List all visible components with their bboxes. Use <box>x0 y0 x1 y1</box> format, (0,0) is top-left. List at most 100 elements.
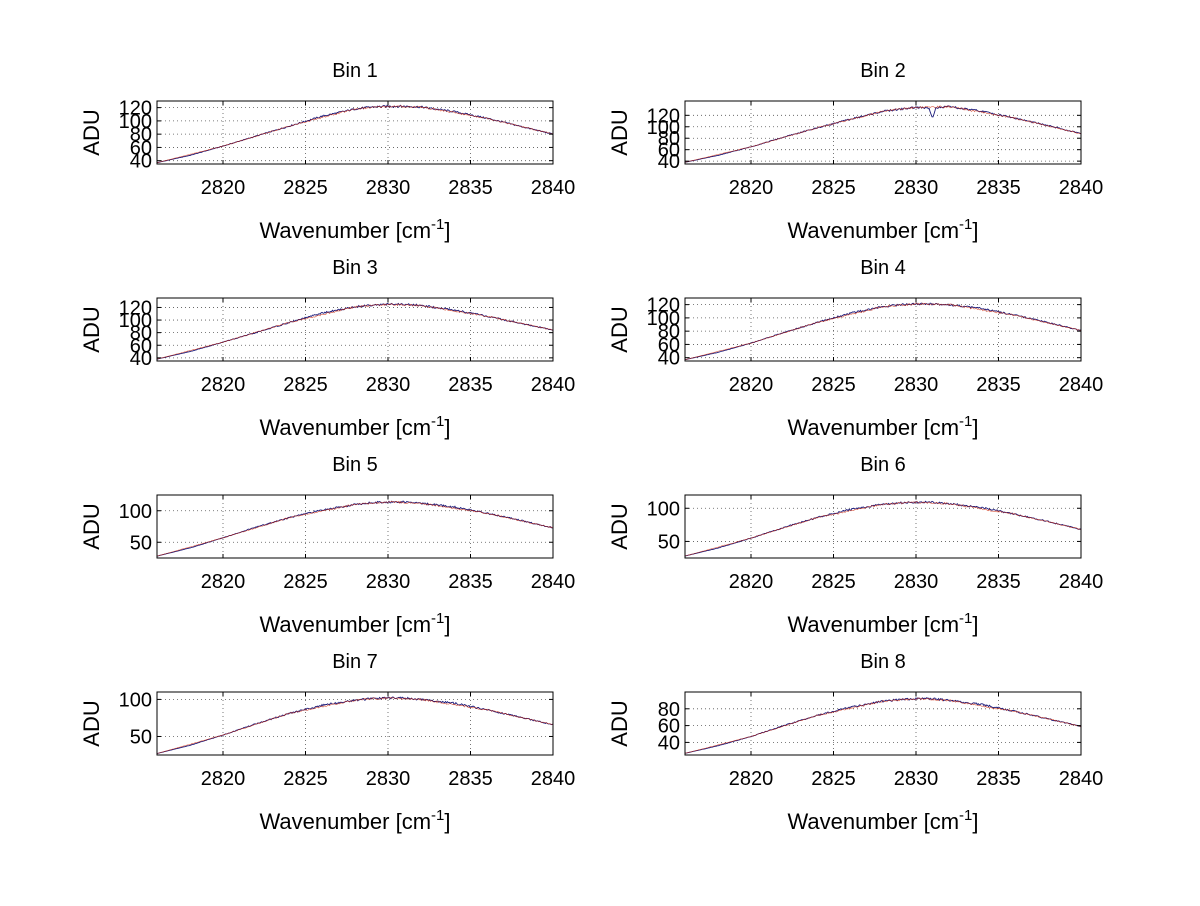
x-tick-label: 2840 <box>531 768 576 790</box>
x-axis-label-main: Wavenumber [cm <box>259 809 431 834</box>
x-axis-label-sup: -1 <box>959 413 972 430</box>
y-axis-label: ADU <box>607 700 632 746</box>
chart-title: Bin 7 <box>332 651 378 673</box>
y-tick-label: 100 <box>647 308 680 330</box>
x-axis-label-main: Wavenumber [cm <box>787 809 959 834</box>
y-tick-label: 40 <box>658 732 680 754</box>
y-tick-label: 60 <box>130 335 152 357</box>
y-tick-label: 80 <box>658 699 680 721</box>
y-tick-label: 40 <box>658 348 680 370</box>
x-tick-label: 2835 <box>448 571 493 593</box>
y-tick-label: 50 <box>130 726 152 748</box>
series-line-secondary <box>684 501 1082 557</box>
x-tick-label: 2820 <box>729 571 774 593</box>
x-axis-label-end: ] <box>972 415 978 440</box>
x-tick-label: 2825 <box>283 177 328 199</box>
y-tick-label: 80 <box>658 321 680 343</box>
x-tick-label: 2825 <box>811 374 856 396</box>
subplot-5: 2820 2825 2830 2835 2840 50 100 Bin 5 Wavenumber… <box>79 454 575 637</box>
y-tick-label: 50 <box>130 532 152 554</box>
x-tick-label: 2840 <box>1059 177 1104 199</box>
x-axis-label: Wavenumber [cm-1] <box>787 610 978 637</box>
x-tick-label: 2820 <box>201 768 246 790</box>
chart-title: Bin 6 <box>860 454 906 476</box>
x-tick-label: 2840 <box>1059 768 1104 790</box>
axes-box <box>684 297 1082 362</box>
x-tick-label: 2835 <box>448 177 493 199</box>
y-tick-label: 100 <box>119 111 152 133</box>
x-axis-label: Wavenumber [cm-1] <box>259 413 450 440</box>
x-axis-label: Wavenumber [cm-1] <box>259 610 450 637</box>
x-axis-label-sup: -1 <box>959 807 972 824</box>
x-tick-label: 2830 <box>894 571 939 593</box>
series-line-secondary <box>156 696 554 754</box>
y-tick-label: 80 <box>130 124 152 146</box>
x-axis-label-end: ] <box>444 809 450 834</box>
x-axis-label-sup: -1 <box>431 807 444 824</box>
x-axis-label-sup: -1 <box>959 216 972 233</box>
y-tick-label: 100 <box>119 501 152 523</box>
x-axis-label: Wavenumber [cm-1] <box>259 216 450 243</box>
chart-title: Bin 4 <box>860 257 906 279</box>
y-tick-label: 50 <box>658 531 680 553</box>
x-tick-label: 2840 <box>531 374 576 396</box>
x-tick-label: 2835 <box>976 374 1021 396</box>
x-tick-label: 2840 <box>1059 374 1104 396</box>
chart-title: Bin 3 <box>332 257 378 279</box>
series-line-secondary <box>684 105 1082 163</box>
x-tick-label: 2835 <box>976 177 1021 199</box>
y-tick-label: 120 <box>119 297 152 319</box>
series-line-secondary <box>684 302 1082 360</box>
x-tick-label: 2830 <box>366 177 411 199</box>
y-tick-label: 60 <box>130 137 152 159</box>
y-tick-label: 80 <box>130 323 152 345</box>
y-axis-label: ADU <box>79 306 104 352</box>
series-line-primary <box>156 500 554 557</box>
y-tick-label: 60 <box>658 334 680 356</box>
x-axis-label-end: ] <box>972 809 978 834</box>
x-axis-label-end: ] <box>444 218 450 243</box>
x-tick-label: 2825 <box>283 571 328 593</box>
x-tick-label: 2830 <box>366 768 411 790</box>
x-tick-label: 2835 <box>448 768 493 790</box>
x-axis-label-sup: -1 <box>431 610 444 627</box>
series-line-primary <box>156 302 554 360</box>
x-tick-label: 2840 <box>531 177 576 199</box>
x-tick-label: 2820 <box>201 374 246 396</box>
axes-box <box>684 494 1082 559</box>
y-axis-label: ADU <box>79 109 104 155</box>
x-tick-label: 2825 <box>811 177 856 199</box>
x-tick-label: 2825 <box>283 374 328 396</box>
y-tick-label: 120 <box>647 105 680 127</box>
y-tick-label: 60 <box>658 716 680 738</box>
x-tick-label: 2835 <box>976 571 1021 593</box>
x-tick-label: 2825 <box>283 768 328 790</box>
axes-box <box>156 494 554 559</box>
x-axis-label: Wavenumber [cm-1] <box>787 413 978 440</box>
y-tick-label: 80 <box>658 128 680 150</box>
y-tick-label: 40 <box>658 151 680 173</box>
y-tick-label: 100 <box>119 689 152 711</box>
subplot-6: 2820 2825 2830 2835 2840 50 100 Bin 6 Wavenumber… <box>607 454 1103 637</box>
axes-box <box>156 691 554 756</box>
x-tick-label: 2840 <box>1059 571 1104 593</box>
x-tick-label: 2835 <box>976 768 1021 790</box>
y-tick-label: 120 <box>119 98 152 120</box>
x-axis-label-sup: -1 <box>431 413 444 430</box>
series-line-primary <box>684 500 1082 557</box>
y-tick-label: 100 <box>647 498 680 520</box>
x-tick-label: 2830 <box>366 571 411 593</box>
x-tick-label: 2820 <box>201 177 246 199</box>
chart-title: Bin 1 <box>332 60 378 82</box>
x-tick-label: 2835 <box>448 374 493 396</box>
x-tick-label: 2825 <box>811 571 856 593</box>
subplot-7: 2820 2825 2830 2835 2840 50 100 Bin 7 Wavenumber… <box>79 651 575 834</box>
x-tick-label: 2820 <box>201 571 246 593</box>
series-line-secondary <box>156 303 554 360</box>
x-axis-label-main: Wavenumber [cm <box>259 218 431 243</box>
y-tick-label: 120 <box>647 295 680 317</box>
